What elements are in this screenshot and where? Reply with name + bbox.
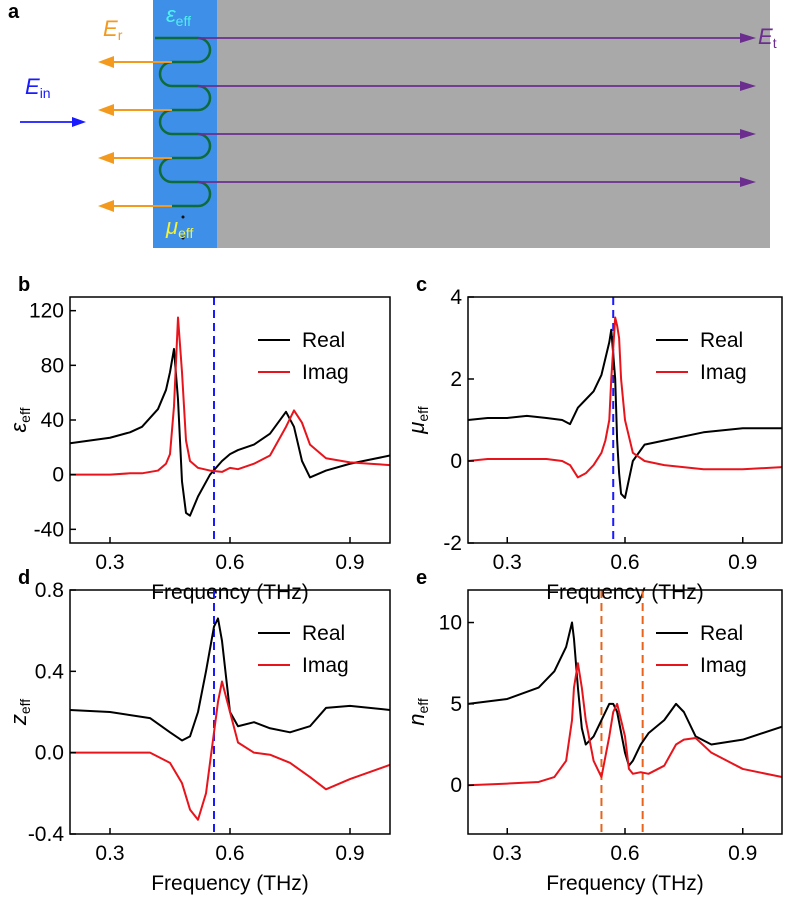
y-tick-label: 40 [41,409,64,432]
symbol: z [6,714,31,726]
symbol: ε [6,422,31,432]
symbol: E [103,16,118,41]
y-tick-label: 5 [450,693,462,716]
subscript: eff [415,698,431,713]
x-tick-label: 0.9 [728,842,757,865]
panel-label: b [18,274,30,296]
dot [181,215,185,219]
symbol: n [404,714,429,726]
series-line [70,680,390,821]
symbol: ε [166,2,176,27]
legend-label: Imag [302,361,349,384]
chart: c 0.3 0.6 0.9 -2 0 2 4 Frequency (THz) μeff Real Im… [404,274,783,604]
reflected-arrows [98,56,172,212]
subscript: eff [178,225,193,241]
y-tick-label: 0.4 [35,660,65,683]
subscript: eff [17,699,33,714]
incident-arrow [20,117,86,127]
y-tick-label: 0 [52,464,64,487]
plot-area [468,297,782,543]
x-axis-label: Frequency (THz) [546,872,704,895]
chart: b 0.3 0.6 0.9 -40 0 40 80 120 Frequency (THz) εeff… [6,274,391,604]
x-tick-label: 0.3 [95,842,124,865]
chart: d 0.3 0.6 0.9 -0.4 0.0 0.4 0.8 Frequency (THz) ze… [6,567,391,895]
x-axis-label: Frequency (THz) [151,872,309,895]
plot-area [468,590,782,834]
x-tick-label: 0.9 [335,842,364,865]
subscript: eff [17,407,33,422]
transmitted-label: Et [758,24,777,51]
subscript: eff [415,406,431,421]
x-tick-label: 0.9 [335,551,364,574]
x-tick-label: 0.9 [728,551,757,574]
series-line [468,328,782,499]
permeability-label: μeff [165,214,193,241]
legend-label: Imag [700,654,747,677]
series-line [70,347,390,517]
x-tick-label: 0.3 [493,842,522,865]
chart: e 0.3 0.6 0.9 0 5 10 Frequency (THz) neff Real Ima… [404,567,783,895]
y-tick-label: -0.4 [28,823,65,846]
permittivity-label: εeff [166,2,191,29]
y-axis-label: neff [404,698,431,726]
y-tick-label: 120 [29,300,64,323]
panel-label: d [18,567,30,589]
diagram: a Ein Er Et εeff μeff [8,0,777,248]
y-axis-label: zeff [6,699,33,726]
reflected-label: Er [103,16,123,43]
y-tick-label: 0.0 [35,742,64,765]
x-axis-label: Frequency (THz) [546,581,704,604]
x-axis-label: Frequency (THz) [151,581,309,604]
legend-label: Real [700,329,743,352]
series-line [468,316,782,479]
y-tick-label: 4 [450,286,462,309]
subscript: t [773,35,777,51]
y-axis-label: εeff [6,407,33,432]
y-tick-label: 10 [439,612,462,635]
y-tick-label: 0.8 [35,579,64,602]
y-tick-label: -40 [34,518,64,541]
transmitted-arrows [198,33,756,187]
symbol: μ [165,214,178,239]
series-line [468,662,782,787]
x-tick-label: 0.6 [610,842,639,865]
y-tick-label: 80 [41,354,64,377]
subscript: in [40,85,51,101]
panel-label: a [8,1,20,23]
incident-label: Ein [25,74,51,101]
x-tick-label: 0.3 [95,551,124,574]
y-tick-label: 0 [450,774,462,797]
symbol: E [758,24,773,49]
legend-label: Imag [700,361,747,384]
legend-label: Real [302,329,345,352]
plot-area [70,297,390,543]
legend-label: Real [700,622,743,645]
series-line [468,621,782,767]
y-tick-label: 2 [450,368,462,391]
x-tick-label: 0.3 [493,551,522,574]
series-line [70,316,390,476]
symbol: μ [404,422,429,435]
subscript: r [118,27,123,43]
subscript: eff [176,13,191,29]
y-tick-label: 0 [450,450,462,473]
x-tick-label: 0.6 [215,842,244,865]
series-line [70,617,390,742]
legend-label: Real [302,622,345,645]
panel-label: e [416,567,427,589]
x-tick-label: 0.6 [215,551,244,574]
symbol: E [25,74,40,99]
y-tick-label: -2 [443,532,462,555]
y-axis-label: μeff [404,406,431,434]
plot-area [70,590,390,834]
x-tick-label: 0.6 [610,551,639,574]
substrate [217,0,770,248]
panel-label: c [416,274,427,296]
legend-label: Imag [302,654,349,677]
dot [181,236,185,240]
